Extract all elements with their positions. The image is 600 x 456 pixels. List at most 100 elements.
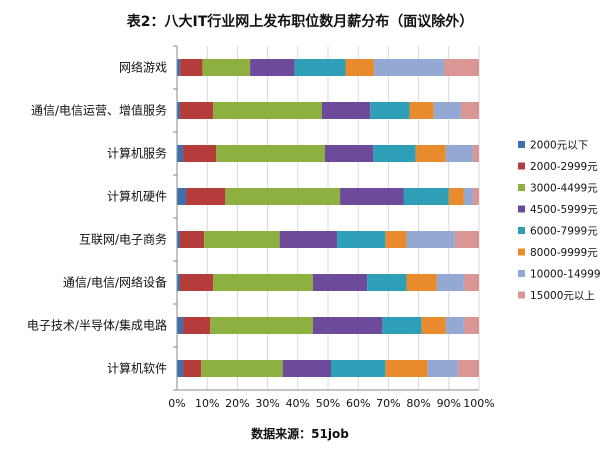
category-label: 电子技术/半导体/集成电路	[27, 318, 167, 333]
bar-segment	[409, 102, 434, 119]
legend-swatch	[518, 270, 525, 277]
bar-segment	[201, 360, 283, 377]
bar-segment	[183, 317, 211, 334]
bar-segment	[180, 274, 214, 291]
bar-segment	[337, 231, 386, 248]
legend: 2000元以下 2000-2999元 3000-4499元 4500-5999元 600…	[518, 140, 600, 302]
bar-segment	[385, 360, 428, 377]
bar-segment	[463, 188, 473, 205]
bar-segment	[406, 231, 455, 248]
bar-segment	[454, 231, 479, 248]
bar-segment	[444, 59, 479, 76]
x-tick-labels: 0% 10% 20% 30% 40% 50% 60% 70% 80% 90% 100%	[168, 397, 494, 410]
bar-segment	[367, 274, 407, 291]
bar-segment	[385, 231, 407, 248]
bar-segment	[183, 360, 202, 377]
x-tick-label: 30%	[255, 397, 279, 410]
category-label: 通信/电信/网络设备	[63, 275, 167, 290]
bar-segment	[373, 145, 416, 162]
legend-label: 6000-7999元	[530, 226, 598, 238]
x-tick-label: 70%	[376, 397, 400, 410]
source-note: 数据来源：51job	[251, 426, 349, 441]
bar-segment	[183, 145, 217, 162]
bar-segment	[463, 274, 479, 291]
x-tick-label: 90%	[437, 397, 461, 410]
bar-segment	[177, 59, 181, 76]
bar-segment	[370, 102, 410, 119]
bar-segment	[250, 59, 295, 76]
bar-segment	[421, 317, 446, 334]
bar-segment	[374, 59, 445, 76]
bar-segment	[415, 145, 446, 162]
bar-segment	[177, 231, 181, 248]
bar-segment	[436, 274, 464, 291]
chart-title: 表2：八大IT行业网上发布职位数月薪分布（面议除外）	[126, 13, 474, 30]
bars	[177, 59, 479, 377]
bar-segment	[406, 274, 437, 291]
bar-segment	[177, 102, 181, 119]
bar-segment	[345, 59, 375, 76]
category-label: 网络游戏	[119, 60, 167, 75]
bar-segment	[448, 188, 464, 205]
bar-segment	[279, 231, 338, 248]
bar-segment	[180, 59, 203, 76]
bar-segment	[180, 231, 205, 248]
bar-segment	[294, 59, 346, 76]
x-tick-label: 20%	[225, 397, 249, 410]
legend-swatch	[518, 141, 525, 148]
bar-segment	[331, 360, 386, 377]
bar-segment	[312, 274, 368, 291]
category-label: 通信/电信运营、增值服务	[31, 103, 167, 118]
bar-segment	[403, 188, 449, 205]
bar-segment	[457, 360, 479, 377]
bar-segment	[213, 102, 322, 119]
bar-segment	[177, 274, 181, 291]
bar-segment	[186, 188, 226, 205]
bar-segment	[472, 145, 479, 162]
bar-segment	[382, 317, 422, 334]
axes	[173, 45, 479, 391]
x-tick-label: 100%	[463, 397, 494, 410]
bar-segment	[340, 188, 404, 205]
bar-segment	[177, 188, 187, 205]
x-tick-label: 10%	[195, 397, 219, 410]
x-tick-label: 80%	[406, 397, 430, 410]
bar-segment	[472, 188, 479, 205]
legend-swatch	[518, 248, 525, 256]
bar-segment	[180, 102, 214, 119]
bar-segment	[210, 317, 313, 334]
bar-segment	[321, 102, 371, 119]
legend-label: 10000-14999元	[530, 269, 600, 281]
category-label: 计算机硬件	[107, 189, 167, 204]
bar-segment	[427, 360, 458, 377]
bar-segment	[202, 59, 251, 76]
legend-swatch	[518, 291, 525, 299]
bar-segment	[177, 145, 184, 162]
bar-segment	[282, 360, 332, 377]
x-tick-label: 0%	[168, 397, 185, 410]
bar-segment	[463, 317, 479, 334]
bar-segment	[177, 360, 184, 377]
legend-swatch	[518, 162, 525, 170]
bar-segment	[445, 145, 473, 162]
legend-swatch	[518, 227, 525, 234]
x-tick-label: 40%	[286, 397, 310, 410]
bar-segment	[324, 145, 374, 162]
legend-label: 2000-2999元	[530, 161, 598, 173]
category-label: 互联网/电子商务	[79, 232, 167, 247]
legend-label: 4500-5999元	[530, 204, 598, 216]
bar-segment	[204, 231, 280, 248]
legend-label: 2000元以下	[530, 140, 588, 152]
bar-segment	[433, 102, 461, 119]
bar-segment	[213, 274, 313, 291]
legend-label: 8000-9999元	[530, 247, 598, 259]
bar-segment	[312, 317, 383, 334]
bar-segment	[225, 188, 341, 205]
category-label: 计算机软件	[107, 361, 167, 376]
x-tick-label: 50%	[316, 397, 340, 410]
legend-swatch	[518, 184, 525, 191]
x-tick-label: 60%	[346, 397, 370, 410]
legend-label: 3000-4499元	[530, 183, 598, 195]
legend-label: 15000元以上	[530, 290, 595, 302]
